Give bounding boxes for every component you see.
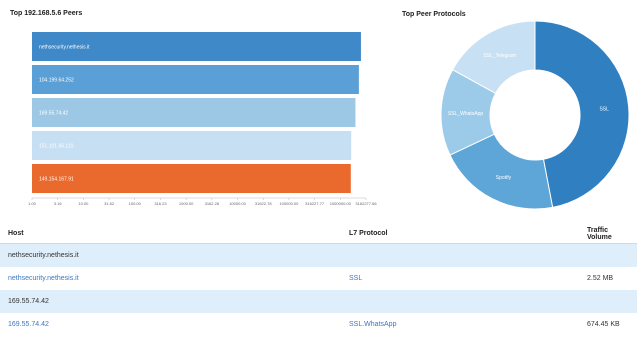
slice-label: SSL	[599, 106, 609, 112]
hosts-table: Host L7 Protocol Traffic Volume nethsecu…	[0, 224, 637, 336]
bar-chart-title: Top 192.168.5.6 Peers	[10, 10, 83, 17]
x-tick-label: 316.23	[154, 201, 167, 206]
traffic-column-header[interactable]: Traffic Volume	[579, 224, 637, 244]
table-row: 169.55.74.42 SSL.WhatsApp 674.45 KB	[0, 313, 637, 336]
bar-label: 169.55.74.42	[39, 111, 68, 117]
protocols-donut-chart: SSL Spotify SSL_WhatsApp SSL_Telegram	[440, 20, 630, 210]
slice-label: SSL_Telegram	[483, 53, 516, 59]
x-tick-label: 3.16	[54, 201, 63, 206]
host-link[interactable]: 169.55.74.42	[8, 321, 49, 328]
table-header-row: Host L7 Protocol Traffic Volume	[0, 224, 637, 244]
bar-label: 151.101.66.110	[39, 144, 74, 150]
table-row: nethsecurity.nethesis.it SSL 2.52 MB	[0, 267, 637, 290]
group-host-label: nethsecurity.nethesis.it	[0, 243, 637, 267]
bar[interactable]	[32, 131, 352, 160]
slice-label: SSL_WhatsApp	[448, 111, 484, 117]
x-tick-label: 100.00	[129, 201, 142, 206]
donut-slice[interactable]	[449, 133, 554, 210]
x-tick-label: 10.00	[78, 201, 89, 206]
x-tick-label: 1.00	[28, 201, 37, 206]
table-group-row: nethsecurity.nethesis.it	[0, 243, 637, 267]
bar[interactable]	[32, 98, 356, 127]
peers-bar-chart: nethsecurity.nethesis.it 104.199.64.252 16…	[28, 32, 377, 206]
protocol-link[interactable]: SSL.WhatsApp	[349, 321, 397, 328]
x-tick-label: 1000.00	[179, 201, 194, 206]
donut-slice[interactable]	[534, 20, 630, 208]
pie-chart-title: Top Peer Protocols	[402, 11, 466, 18]
bar[interactable]	[32, 32, 361, 61]
host-link[interactable]: nethsecurity.nethesis.it	[8, 275, 79, 282]
bar-label: 149.154.167.91	[39, 177, 74, 183]
x-tick-label: 316227.77	[305, 201, 325, 206]
x-tick-label: 3162.28	[205, 201, 220, 206]
traffic-value: 2.52 MB	[579, 267, 637, 290]
bar[interactable]	[32, 65, 359, 94]
x-tick-label: 31622.78	[255, 201, 272, 206]
donut-slice[interactable]	[451, 20, 536, 95]
table-group-row: 169.55.74.42	[0, 290, 637, 313]
x-tick-label: 31.62	[104, 201, 115, 206]
bar[interactable]	[32, 164, 351, 193]
x-tick-label: 3162277.66	[355, 201, 377, 206]
slice-label: Spotify	[496, 175, 512, 181]
host-column-header[interactable]: Host	[0, 224, 341, 244]
group-host-label: 169.55.74.42	[0, 290, 637, 313]
x-tick-label: 1000000.00	[330, 201, 352, 206]
protocol-link[interactable]: SSL	[349, 275, 363, 282]
bar-label: 104.199.64.252	[39, 78, 74, 84]
bar-label: nethsecurity.nethesis.it	[39, 45, 90, 51]
protocol-column-header[interactable]: L7 Protocol	[341, 224, 579, 244]
x-tick-label: 100000.00	[279, 201, 299, 206]
x-tick-label: 10000.00	[229, 201, 246, 206]
traffic-value: 674.45 KB	[579, 313, 637, 336]
